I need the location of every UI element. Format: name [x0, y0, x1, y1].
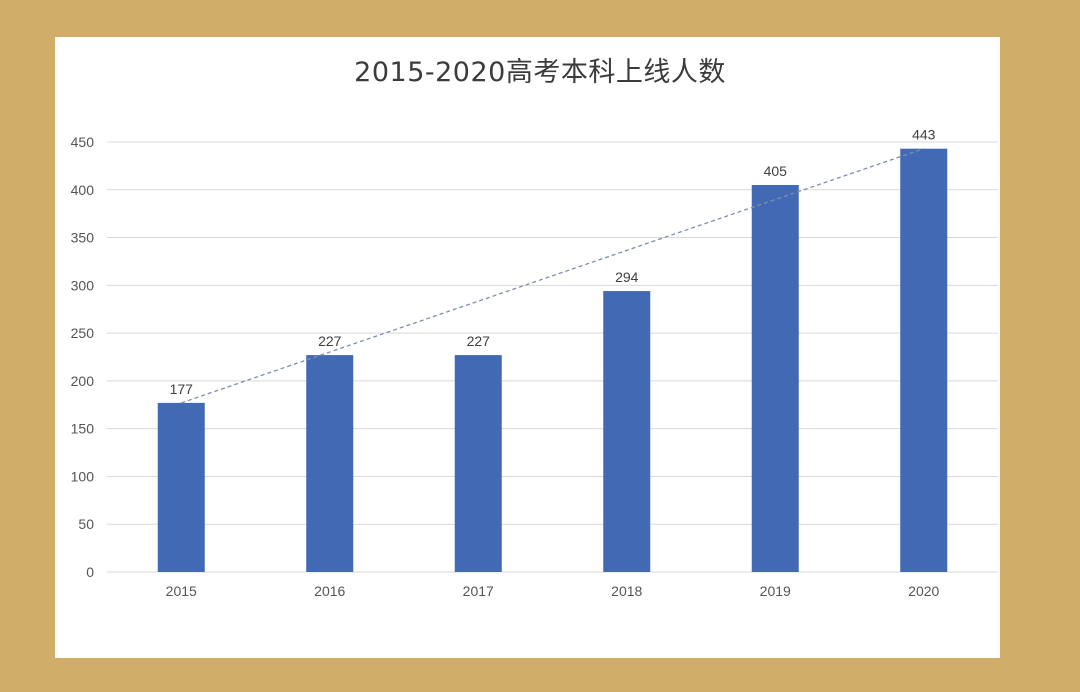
x-axis-labels: 2015 2016 2017 2018 2019 2020 [166, 583, 940, 599]
x-tick-label: 2019 [760, 583, 791, 599]
chart-title: 2015-2020高考本科上线人数 [354, 57, 726, 88]
y-tick-label: 300 [71, 277, 95, 293]
y-tick-label: 50 [78, 516, 94, 532]
data-label: 405 [764, 163, 788, 179]
bar-2019 [751, 185, 799, 572]
y-tick-label: 400 [71, 182, 95, 198]
x-tick-label: 2018 [611, 583, 642, 599]
data-labels: 177 227 227 294 405 443 [170, 127, 936, 397]
x-tick-label: 2020 [908, 583, 939, 599]
x-tick-label: 2017 [463, 583, 494, 599]
bar-2015 [157, 402, 205, 572]
bar-2016 [306, 355, 354, 572]
y-tick-label: 350 [71, 230, 95, 246]
data-label: 294 [615, 269, 639, 285]
y-tick-label: 200 [71, 373, 95, 389]
trendline-layer [181, 148, 924, 404]
x-tick-label: 2015 [166, 583, 197, 599]
data-label: 227 [467, 333, 491, 349]
y-tick-label: 0 [86, 564, 94, 580]
data-label: 227 [318, 333, 342, 349]
data-label: 177 [170, 381, 194, 397]
gridlines [107, 141, 998, 573]
chart-frame [55, 37, 1000, 658]
trendline [181, 148, 924, 404]
y-axis-ticks: 0 50 100 150 200 250 300 350 400 450 [71, 134, 95, 580]
bar-2017 [454, 355, 502, 572]
y-tick-label: 450 [71, 134, 95, 150]
bar-2020 [900, 148, 948, 572]
bars [157, 148, 948, 572]
data-label: 443 [912, 127, 936, 143]
y-tick-label: 150 [71, 421, 95, 437]
bar-2018 [603, 291, 651, 572]
y-tick-label: 100 [71, 468, 95, 484]
y-tick-label: 250 [71, 325, 95, 341]
x-tick-label: 2016 [314, 583, 345, 599]
